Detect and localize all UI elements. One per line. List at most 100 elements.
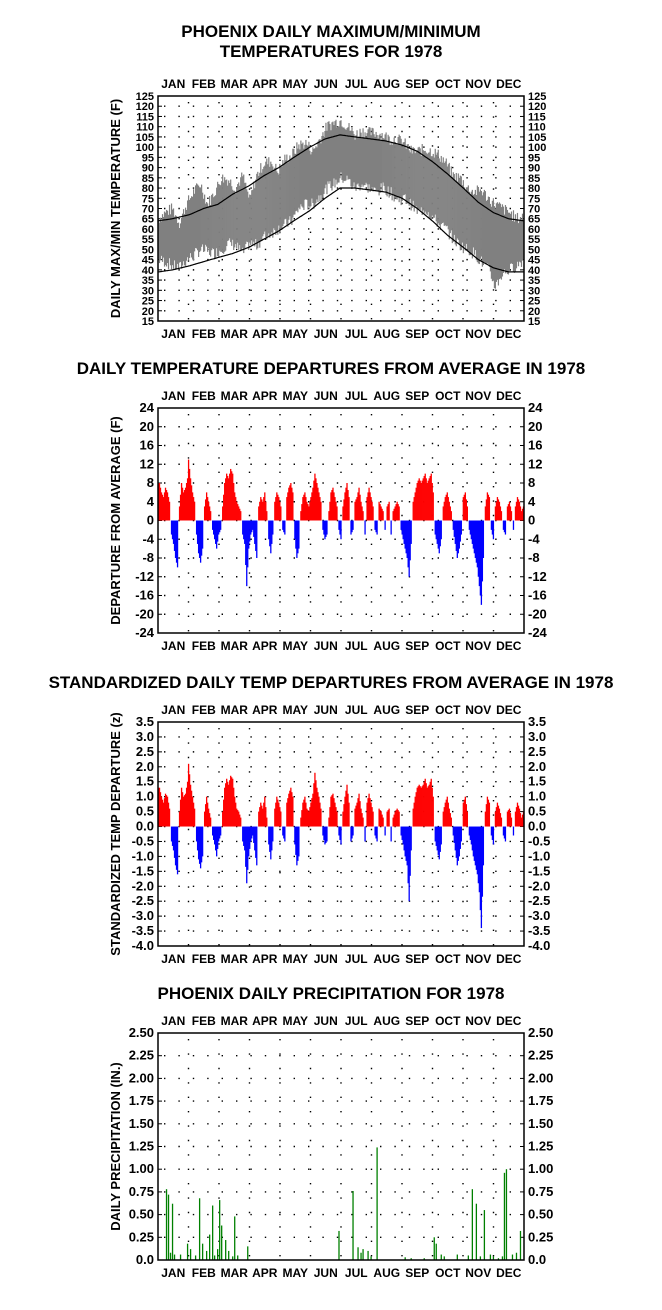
y-tick-label-left-2: 0.0 bbox=[136, 819, 154, 834]
y-tick-label-left-3: 1.75 bbox=[129, 1093, 154, 1108]
y-tick-label-right-3: 1.25 bbox=[528, 1139, 553, 1154]
y-tick-label-left-0: 75 bbox=[142, 193, 154, 205]
y-tick-label-left-3: 0.50 bbox=[129, 1207, 154, 1222]
y-tick-label-right-1: 24 bbox=[528, 400, 543, 415]
y-tick-label-right-2: 2.5 bbox=[528, 744, 546, 759]
chart1-title-line2: TEMPERATURES FOR 1978 bbox=[219, 42, 443, 61]
y-tick-label-left-0: 110 bbox=[136, 122, 154, 134]
y-tick-label-right-1: -16 bbox=[528, 588, 547, 603]
y-tick-label-left-0: 45 bbox=[142, 255, 154, 267]
month-label-top-2: OCT bbox=[435, 703, 461, 717]
month-label-top-0: SEP bbox=[405, 77, 429, 91]
month-label-bottom-3: AUG bbox=[373, 1266, 400, 1280]
y-tick-label-right-2: -1.0 bbox=[528, 848, 550, 863]
month-label-bottom-1: JUL bbox=[345, 639, 368, 653]
y-tick-label-left-3: 0.25 bbox=[129, 1229, 154, 1244]
y-tick-label-right-0: 90 bbox=[528, 163, 540, 175]
month-label-top-0: APR bbox=[252, 77, 278, 91]
y-tick-label-left-0: 40 bbox=[142, 265, 154, 277]
y-tick-label-right-0: 45 bbox=[528, 255, 540, 267]
month-label-top-0: FEB bbox=[192, 77, 216, 91]
y-tick-label-right-0: 50 bbox=[528, 244, 540, 256]
y-tick-label-left-1: 8 bbox=[147, 475, 154, 490]
y-tick-label-right-0: 115 bbox=[528, 111, 546, 123]
y-tick-label-left-2: -4.0 bbox=[132, 938, 154, 953]
month-label-top-1: SEP bbox=[405, 389, 429, 403]
y-tick-label-left-1: 16 bbox=[140, 438, 154, 453]
y-tick-label-right-0: 100 bbox=[528, 142, 546, 154]
y-tick-label-right-1: 12 bbox=[528, 456, 542, 471]
y-tick-label-right-2: -2.0 bbox=[528, 878, 550, 893]
y-tick-label-right-0: 30 bbox=[528, 285, 540, 297]
y-tick-label-left-0: 20 bbox=[142, 306, 154, 318]
month-label-top-1: JAN bbox=[161, 389, 185, 403]
month-label-top-2: SEP bbox=[405, 703, 429, 717]
month-label-top-1: OCT bbox=[435, 389, 461, 403]
y-tick-label-left-0: 70 bbox=[142, 204, 154, 216]
month-label-bottom-0: JUN bbox=[314, 327, 338, 341]
y-tick-label-right-3: 1.75 bbox=[528, 1093, 553, 1108]
month-label-top-0: JUL bbox=[345, 77, 368, 91]
month-label-bottom-0: OCT bbox=[435, 327, 461, 341]
y-tick-label-right-0: 120 bbox=[528, 101, 546, 113]
y-axis-label-1: DEPARTURE FROM AVERAGE (F) bbox=[108, 416, 123, 624]
month-label-bottom-1: APR bbox=[252, 639, 278, 653]
month-label-top-0: NOV bbox=[465, 77, 491, 91]
y-tick-label-left-2: 2.0 bbox=[136, 759, 154, 774]
month-label-top-3: FEB bbox=[192, 1014, 216, 1028]
y-tick-label-left-2: -2.5 bbox=[132, 893, 154, 908]
y-tick-label-right-1: -12 bbox=[528, 569, 547, 584]
y-tick-label-right-0: 65 bbox=[528, 214, 540, 226]
month-label-bottom-0: NOV bbox=[465, 327, 491, 341]
month-label-bottom-0: MAY bbox=[282, 327, 308, 341]
y-tick-label-left-0: 15 bbox=[142, 316, 154, 328]
y-tick-label-right-0: 25 bbox=[528, 296, 540, 308]
y-tick-label-right-0: 15 bbox=[528, 316, 540, 328]
y-tick-label-right-0: 95 bbox=[528, 152, 540, 164]
month-label-top-0: MAR bbox=[221, 77, 249, 91]
y-tick-label-right-0: 75 bbox=[528, 193, 540, 205]
month-label-top-3: OCT bbox=[435, 1014, 461, 1028]
month-label-bottom-2: MAY bbox=[282, 952, 308, 966]
month-label-top-1: NOV bbox=[465, 389, 491, 403]
month-label-top-0: DEC bbox=[496, 77, 522, 91]
y-tick-label-left-2: 1.0 bbox=[136, 789, 154, 804]
month-label-bottom-0: SEP bbox=[405, 327, 429, 341]
month-label-bottom-1: AUG bbox=[373, 639, 400, 653]
y-tick-label-left-0: 95 bbox=[142, 152, 154, 164]
plot-frame-1 bbox=[157, 407, 525, 634]
month-label-top-0: JUN bbox=[314, 77, 338, 91]
y-tick-label-right-0: 80 bbox=[528, 183, 540, 195]
month-label-top-3: JAN bbox=[161, 1014, 185, 1028]
month-label-bottom-3: OCT bbox=[435, 1266, 461, 1280]
month-label-bottom-0: APR bbox=[252, 327, 278, 341]
plot-frame-3 bbox=[157, 1032, 525, 1261]
y-tick-label-left-2: 2.5 bbox=[136, 744, 154, 759]
y-tick-label-left-0: 90 bbox=[142, 163, 154, 175]
month-label-top-0: JAN bbox=[161, 77, 185, 91]
y-tick-label-left-0: 50 bbox=[142, 244, 154, 256]
y-tick-label-right-3: 2.25 bbox=[528, 1048, 553, 1063]
y-tick-label-left-3: 1.00 bbox=[129, 1161, 154, 1176]
month-label-top-2: FEB bbox=[192, 703, 216, 717]
month-label-bottom-2: SEP bbox=[405, 952, 429, 966]
month-label-top-2: DEC bbox=[496, 703, 522, 717]
y-tick-label-right-3: 0.0 bbox=[528, 1252, 546, 1267]
y-tick-label-right-1: 0 bbox=[528, 513, 535, 528]
month-label-bottom-2: DEC bbox=[496, 952, 522, 966]
month-label-top-1: FEB bbox=[192, 389, 216, 403]
y-tick-label-right-2: 3.5 bbox=[528, 714, 546, 729]
y-tick-label-right-2: -4.0 bbox=[528, 938, 550, 953]
y-tick-label-right-2: 1.5 bbox=[528, 774, 546, 789]
y-tick-label-left-0: 85 bbox=[142, 173, 154, 185]
y-tick-label-left-1: -20 bbox=[135, 606, 154, 621]
y-tick-label-right-3: 1.50 bbox=[528, 1116, 553, 1131]
y-tick-label-left-1: -4 bbox=[142, 531, 154, 546]
y-tick-label-left-0: 60 bbox=[142, 224, 154, 236]
month-label-top-1: APR bbox=[252, 389, 278, 403]
month-label-bottom-2: JAN bbox=[161, 952, 185, 966]
y-tick-label-left-2: 1.5 bbox=[136, 774, 154, 789]
month-label-bottom-2: JUL bbox=[345, 952, 368, 966]
y-tick-label-left-2: -1.5 bbox=[132, 863, 154, 878]
y-tick-label-right-2: -3.0 bbox=[528, 908, 550, 923]
